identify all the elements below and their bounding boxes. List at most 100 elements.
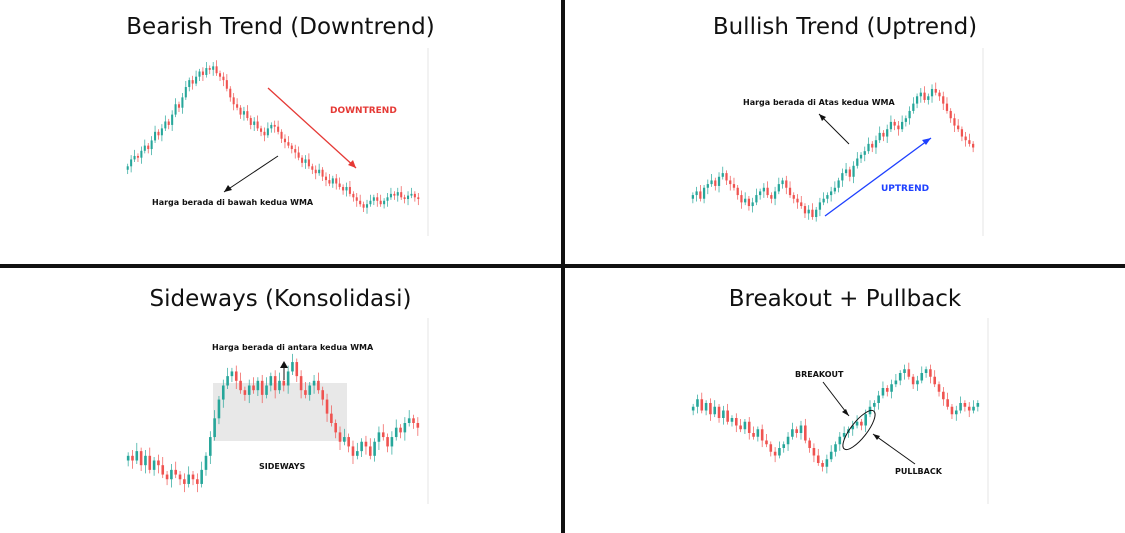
plot-bullish: Harga berada di Atas kedua WMA UPTREND (685, 48, 1005, 246)
quadrant-sideways: Sideways (Konsolidasi) Harga berada di a… (0, 268, 561, 533)
candle (964, 136, 967, 141)
candle (855, 421, 859, 426)
candle (273, 124, 276, 127)
candle (338, 432, 342, 442)
candle (383, 200, 386, 205)
candle (815, 209, 818, 218)
candle (152, 460, 156, 470)
candle (165, 474, 169, 480)
candle (782, 444, 786, 448)
price-label-bearish: Harga berada di bawah kedua WMA (152, 198, 314, 207)
chart-svg-sideways: Harga berada di antara kedua WMA SIDEWAY… (126, 318, 429, 504)
candle (191, 80, 194, 84)
candle (396, 192, 399, 196)
candle (769, 444, 773, 452)
candle (256, 121, 259, 129)
candle (695, 191, 698, 196)
candle (863, 151, 866, 155)
candle (277, 126, 280, 132)
candle (755, 195, 758, 203)
candle (953, 118, 956, 126)
candle (308, 385, 312, 395)
candle (729, 180, 732, 185)
candle (878, 132, 881, 141)
candle (351, 446, 355, 456)
candle (139, 451, 143, 466)
candle (345, 186, 348, 191)
candle (239, 380, 242, 391)
candle (236, 104, 239, 108)
candle (234, 371, 238, 381)
candle (266, 128, 269, 136)
candle (381, 432, 385, 438)
quadrant-breakout: Breakout + Pullback BREAKOUT PULLBACK (565, 268, 1125, 533)
pointer-arrowhead-bullish (819, 114, 826, 121)
candle (781, 180, 784, 185)
candle (372, 197, 375, 201)
candle (807, 209, 810, 214)
candle (825, 459, 829, 467)
candle (838, 436, 842, 445)
candle (253, 121, 256, 125)
candle (945, 103, 949, 111)
candle (821, 463, 824, 467)
candle (400, 192, 403, 198)
candle (131, 455, 134, 461)
candle (752, 433, 755, 437)
candle (856, 158, 859, 166)
candle (403, 197, 406, 200)
candle (756, 429, 760, 437)
candle (174, 104, 177, 115)
candle (924, 369, 928, 373)
candle (287, 142, 290, 146)
candle (297, 152, 300, 158)
candle (747, 198, 751, 207)
candle (260, 128, 263, 132)
candle (356, 451, 359, 456)
candle (699, 191, 702, 199)
candle (343, 437, 346, 442)
candle (221, 385, 225, 400)
candle (696, 399, 699, 407)
candle (377, 432, 381, 442)
candle (915, 96, 919, 104)
candle (778, 448, 781, 456)
candle (133, 155, 136, 160)
candle (816, 455, 820, 463)
candle (773, 191, 777, 199)
candle (960, 129, 964, 137)
candle (208, 68, 211, 70)
candle (239, 107, 242, 115)
candle (135, 451, 139, 461)
candle (324, 176, 328, 181)
candle (837, 180, 840, 188)
candle (198, 71, 201, 77)
candle (390, 437, 394, 447)
candle (976, 403, 980, 407)
candle (278, 380, 281, 391)
candle (242, 111, 245, 115)
candle (232, 97, 235, 105)
candle (893, 121, 896, 126)
candle (834, 444, 837, 452)
chart-svg-breakout: BREAKOUT PULLBACK (691, 318, 989, 504)
pointer-arrow-bearish (223, 155, 279, 193)
candle (205, 68, 208, 75)
candle (916, 380, 919, 385)
candle (938, 92, 941, 97)
candle (704, 403, 708, 411)
candle (174, 469, 178, 475)
candle (740, 195, 743, 203)
quadrant-bearish: Bearish Trend (Downtrend) DOWNTREND Harg… (0, 0, 561, 264)
candle (920, 373, 924, 381)
candle (148, 455, 152, 470)
candle (369, 200, 372, 205)
candle (911, 376, 915, 385)
candle (710, 180, 713, 185)
candle (307, 159, 310, 167)
candle (282, 380, 286, 386)
candle (799, 425, 803, 433)
candle (714, 180, 717, 186)
horizontal-divider (0, 264, 1125, 268)
breakout-arrowhead (842, 409, 849, 416)
